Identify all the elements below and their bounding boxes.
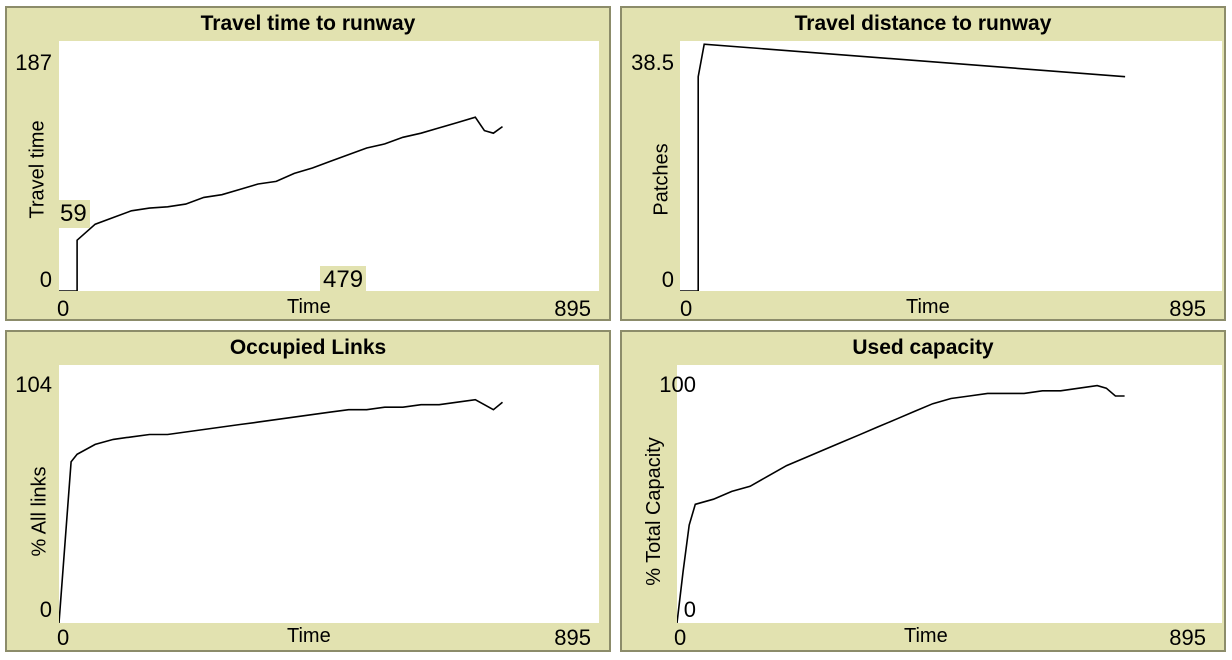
chart-title: Travel distance to runway [794, 12, 1052, 35]
x-axis-label: Time [287, 625, 331, 647]
plot-svg [59, 398, 504, 623]
x-max-label: 895 [1169, 296, 1206, 321]
x-min-label: 0 [680, 296, 693, 321]
series-line-0 [677, 384, 1125, 623]
plot-svg [680, 43, 1126, 291]
chart-panel-travel-time: Travel time to runway 187 0 0 895 Time T… [5, 6, 611, 321]
plot-svg [59, 116, 503, 291]
y-min-label: 0 [661, 267, 674, 292]
y-axis-label: % Total Capacity [642, 437, 665, 586]
plot-area[interactable] [677, 365, 1222, 623]
x-axis-label: Time [904, 625, 948, 647]
y-max-label: 100 [659, 372, 696, 397]
y-max-label: 38.5 [631, 50, 674, 75]
y-min-label: 0 [39, 597, 52, 622]
chart-title: Occupied Links [229, 336, 387, 359]
y-min-label: 0 [683, 597, 696, 622]
x-axis-label: Time [906, 296, 950, 318]
x-axis-label: Time [287, 296, 331, 318]
chart-panel-used-capacity: Used capacity 100 0 0 895 Time % Total C… [620, 330, 1226, 652]
x-max-label: 895 [1169, 625, 1206, 650]
x-min-label: 0 [57, 296, 70, 321]
x-max-label: 895 [554, 625, 591, 650]
chart-panel-travel-distance: Travel distance to runway 38.5 0 0 895 T… [620, 6, 1226, 321]
y-axis-label: Patches [650, 143, 673, 216]
plot-area[interactable] [59, 41, 599, 291]
plot-svg [677, 384, 1125, 623]
y-max-label: 187 [15, 50, 52, 75]
hover-y-readout: 59 [57, 200, 90, 228]
hover-x-readout: 479 [320, 266, 367, 294]
x-max-label: 895 [554, 296, 591, 321]
x-min-label: 0 [57, 625, 70, 650]
x-min-label: 0 [674, 625, 687, 650]
series-line-0 [59, 116, 503, 291]
y-axis-label: Travel time [26, 120, 49, 219]
y-axis-label: % All links [28, 466, 51, 557]
plot-area[interactable] [680, 41, 1222, 291]
plot-area[interactable] [59, 365, 599, 623]
chart-title: Travel time to runway [200, 12, 416, 35]
series-line-0 [59, 398, 504, 623]
y-max-label: 104 [15, 372, 52, 397]
y-min-label: 0 [39, 267, 52, 292]
series-line-0 [680, 43, 1126, 291]
chart-panel-occupied-links: Occupied Links 104 0 0 895 Time % All li… [5, 330, 611, 652]
chart-title: Used capacity [852, 336, 994, 359]
